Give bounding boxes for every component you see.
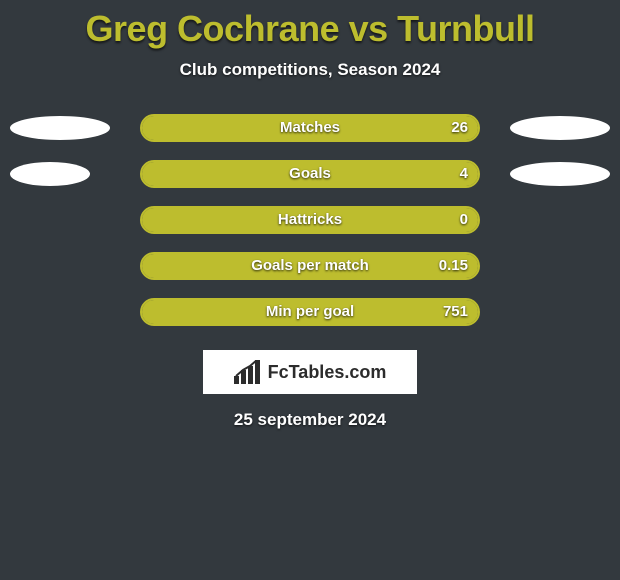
stat-label: Min per goal: [142, 300, 478, 324]
page-title: Greg Cochrane vs Turnbull: [0, 0, 620, 50]
right-ellipse-icon: [510, 116, 610, 140]
left-ellipse-icon: [10, 116, 110, 140]
footer-date: 25 september 2024: [0, 410, 620, 430]
stat-bar: Goals4: [140, 160, 480, 188]
stat-label: Goals: [142, 162, 478, 186]
brand-badge[interactable]: FcTables.com: [203, 350, 417, 394]
page-subtitle: Club competitions, Season 2024: [0, 60, 620, 80]
stat-row: Goals4: [0, 156, 620, 202]
stat-value: 4: [460, 162, 468, 186]
stat-bar: Goals per match0.15: [140, 252, 480, 280]
stat-label: Hattricks: [142, 208, 478, 232]
stat-bar: Hattricks0: [140, 206, 480, 234]
stat-value: 0: [460, 208, 468, 232]
stat-bar: Min per goal751: [140, 298, 480, 326]
comparison-chart: Matches26 Goals4 Hattricks0 Goals per match…: [0, 110, 620, 340]
stat-row: Matches26: [0, 110, 620, 156]
stat-row: Goals per match0.15: [0, 248, 620, 294]
stat-value: 0.15: [439, 254, 468, 278]
stat-row: Min per goal751: [0, 294, 620, 340]
stat-value: 751: [443, 300, 468, 324]
left-ellipse-icon: [10, 162, 90, 186]
stat-bar: Matches26: [140, 114, 480, 142]
stat-row: Hattricks0: [0, 202, 620, 248]
right-ellipse-icon: [510, 162, 610, 186]
brand-text: FcTables.com: [268, 362, 387, 383]
stat-value: 26: [451, 116, 468, 140]
stat-label: Goals per match: [142, 254, 478, 278]
fctables-bars-icon: [234, 360, 264, 384]
stat-label: Matches: [142, 116, 478, 140]
